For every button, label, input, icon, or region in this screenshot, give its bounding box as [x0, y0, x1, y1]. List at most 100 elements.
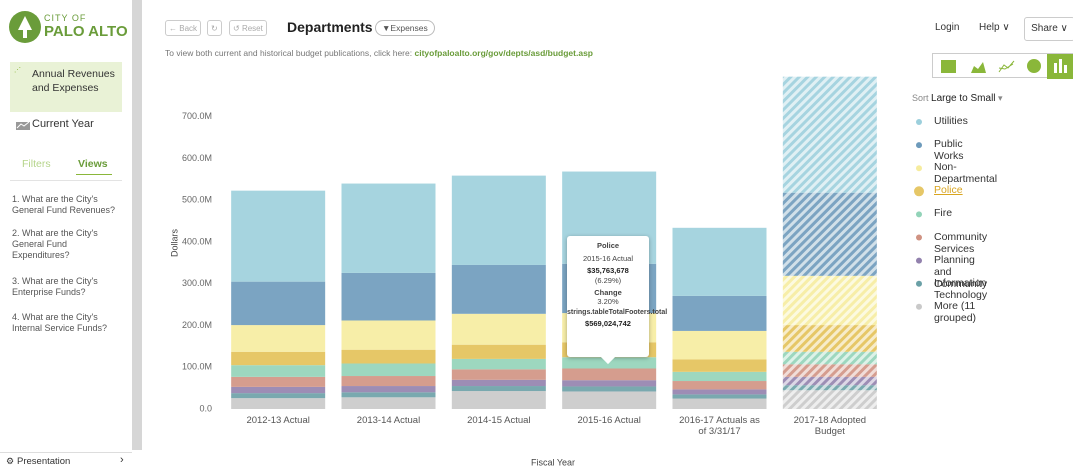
nav-item[interactable]: Current Year [32, 118, 94, 130]
bar-segment [782, 385, 877, 391]
bar-segment [341, 392, 436, 398]
tab[interactable]: Filters [22, 158, 51, 170]
nav-icon: ⋰ [14, 67, 21, 74]
bar-segment [451, 369, 546, 380]
y-tick-label: 100.0M [182, 362, 212, 372]
bar-segment [562, 386, 657, 392]
bar-segment [341, 363, 436, 377]
reset-button[interactable]: ↺ Reset [229, 20, 267, 36]
bar-segment [451, 313, 546, 345]
info-link[interactable]: cityofpaloalto.org/gov/depts/asd/budget.… [414, 48, 594, 58]
filter-label: Expenses [390, 23, 428, 33]
bar-segment [672, 359, 767, 372]
back-button[interactable]: ← Back [165, 20, 202, 36]
legend-label[interactable]: Information Technology [934, 276, 988, 301]
legend-swatch [916, 211, 922, 218]
question[interactable]: 1. What are the City's General Fund Reve… [12, 194, 116, 215]
bar-segment [231, 376, 326, 387]
y-tick-label: 600.0M [182, 153, 212, 163]
bar-segment [231, 281, 326, 326]
logo-icon [9, 11, 41, 43]
bar-segment [341, 397, 436, 409]
sort-control[interactable]: Sort Large to Small ▾ [912, 93, 1003, 104]
question[interactable]: 3. What are the City's Enterprise Funds? [12, 276, 98, 297]
sidebar: CITY OF PALO ALTO ⋰ Annual Revenues and … [0, 0, 132, 470]
bar-segment [782, 275, 877, 326]
bar-segment [672, 398, 767, 409]
question[interactable]: 2. What are the City's General Fund Expe… [12, 228, 98, 260]
bar-segment [451, 175, 546, 265]
legend-label[interactable]: Police [934, 184, 963, 197]
legend-swatch [916, 257, 922, 264]
bar-segment [231, 393, 326, 399]
bar-segment [672, 381, 767, 390]
link-label: Help [979, 22, 1000, 33]
x-tick-label: 2015-16 Actual [577, 415, 641, 426]
bar-segment [451, 344, 546, 359]
tooltip-value: 3.20% [597, 297, 619, 306]
y-tick-label: 700.0M [182, 111, 212, 121]
bar-segment [672, 394, 767, 399]
tooltip-value: $569,024,742 [585, 319, 631, 328]
bar-segment [782, 351, 877, 365]
bar-segment [451, 391, 546, 409]
bar-segment [341, 272, 436, 321]
legend-label[interactable]: Non-Departmental [934, 161, 998, 186]
page-title: Departments [287, 19, 373, 35]
header-link[interactable]: Login [935, 22, 960, 33]
bar-segment [451, 386, 546, 392]
bar-segment [231, 365, 326, 377]
footer-label[interactable]: Presentation [17, 456, 71, 467]
question[interactable]: 4. What are the City's Internal Service … [12, 312, 108, 333]
header-link[interactable]: Help ∨ [979, 22, 1010, 33]
nav-item[interactable]: Annual Revenues and Expenses [32, 68, 115, 94]
legend-label[interactable]: More (11 grouped) [934, 299, 977, 324]
nav-selected[interactable] [10, 62, 122, 112]
button-label: Reset [241, 24, 263, 33]
tooltip-text: strings.tableTotalFooters.total [567, 309, 668, 316]
bar-segment [341, 376, 436, 387]
x-tick-label: 2017-18 Adopted Budget [793, 415, 867, 437]
divider [10, 180, 122, 181]
share-button[interactable]: Share ∨ [1024, 17, 1073, 41]
footer[interactable] [0, 452, 132, 471]
bar-segment [341, 320, 436, 350]
redo-button[interactable]: ↻ [207, 20, 222, 36]
bar-segment [782, 376, 877, 386]
x-tick-label: 2012-13 Actual [246, 415, 310, 426]
y-tick-label: 0.0 [199, 403, 212, 413]
bar-segment [672, 371, 767, 382]
info-text: To view both current and historical budg… [165, 48, 593, 58]
nav-icon [16, 121, 30, 130]
legend-label[interactable]: Public Works [934, 138, 964, 163]
tooltip-text: Change [594, 288, 622, 297]
tab[interactable]: Views [78, 158, 108, 170]
legend-label[interactable]: Planning and Community [934, 253, 988, 290]
y-tick-label: 500.0M [182, 195, 212, 205]
footer-arrow[interactable]: › [120, 454, 124, 466]
bar-segment [231, 190, 326, 282]
bar-segment [672, 330, 767, 360]
legend-swatch [916, 165, 922, 172]
scrollbar[interactable] [132, 0, 142, 450]
bar-segment [782, 76, 877, 193]
bar-segment [562, 391, 657, 409]
bar-segment [782, 364, 877, 377]
bar-segment [451, 358, 546, 370]
x-tick-label: 2013-14 Actual [356, 415, 421, 426]
sort-value: Large to Small [931, 93, 996, 104]
y-axis-label: Dollars [169, 229, 179, 258]
logo-text: CITY OF [44, 13, 87, 23]
legend-swatch [916, 142, 922, 149]
tooltip-text: (6.29%) [594, 276, 622, 285]
bar-segment [562, 380, 657, 387]
bar-segment [231, 386, 326, 394]
filter-pill[interactable]: ▼Expenses [375, 20, 435, 36]
legend-label[interactable]: Community Services [934, 230, 988, 255]
legend-label[interactable]: Utilities [934, 115, 968, 127]
legend-label[interactable]: Fire [934, 207, 953, 220]
footer-icon: ⚙ [6, 456, 15, 466]
chart-switcher [932, 53, 1073, 79]
